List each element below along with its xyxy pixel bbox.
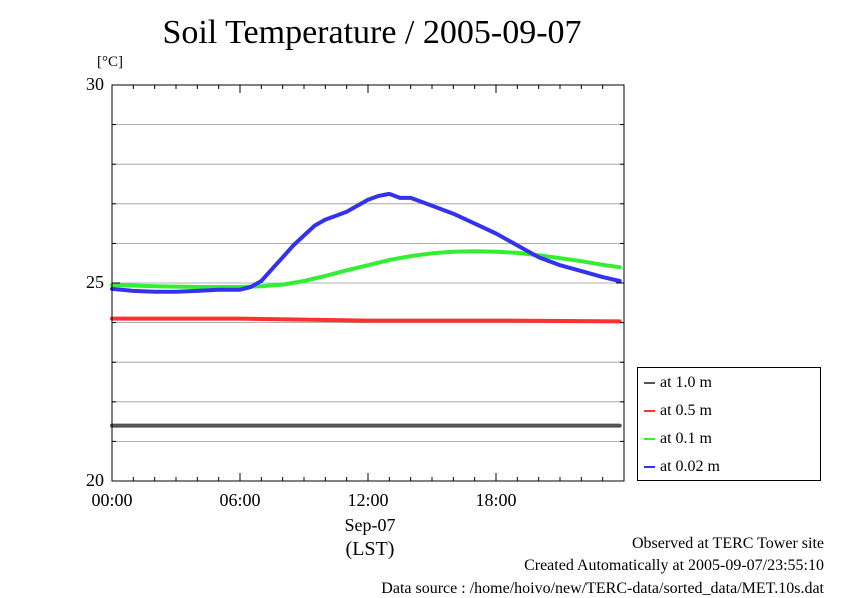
series-line-at-0-1-m — [110, 249, 622, 289]
legend-label: at 0.1 m — [660, 430, 712, 447]
footer-created: Created Automatically at 2005-09-07/23:5… — [524, 557, 824, 574]
legend-label: at 0.02 m — [660, 458, 720, 475]
x-tick-label: 12:00 — [347, 490, 389, 510]
legend: at 1.0 m at 0.5 m at 0.1 m at 0.02 m — [637, 367, 821, 481]
legend-item: at 1.0 m — [644, 373, 712, 393]
y-tick-label: 30 — [86, 74, 104, 94]
y-axis-unit: [°C] — [97, 54, 123, 70]
x-axis-unit: (LST) — [345, 538, 395, 560]
legend-item: at 0.1 m — [644, 429, 712, 449]
x-tick-label: 06:00 — [219, 490, 261, 510]
legend-swatch — [644, 382, 655, 385]
y-tick-label: 20 — [86, 470, 104, 490]
legend-item: at 0.5 m — [644, 401, 712, 421]
chart-title: Soil Temperature / 2005-09-07 — [162, 14, 582, 51]
legend-label: at 0.5 m — [660, 402, 712, 419]
legend-swatch — [644, 410, 655, 413]
axis-ticks — [111, 84, 625, 482]
footer-source: Data source : /home/hoivo/new/TERC-data/… — [381, 580, 824, 597]
legend-label: at 1.0 m — [660, 374, 712, 391]
series-line-at-0-02-m — [110, 191, 622, 294]
x-axis-date: Sep-07 — [344, 515, 396, 535]
grid-lines — [112, 124, 624, 442]
series-line-at-0-5-m — [110, 316, 622, 324]
legend-item: at 0.02 m — [644, 457, 720, 477]
x-tick-label: 18:00 — [475, 490, 517, 510]
legend-swatch — [644, 438, 655, 441]
series-lines — [110, 191, 622, 428]
legend-swatch — [644, 466, 655, 469]
footer-observed: Observed at TERC Tower site — [631, 535, 824, 552]
y-tick-label: 25 — [86, 272, 104, 292]
x-tick-label: 00:00 — [91, 490, 133, 510]
